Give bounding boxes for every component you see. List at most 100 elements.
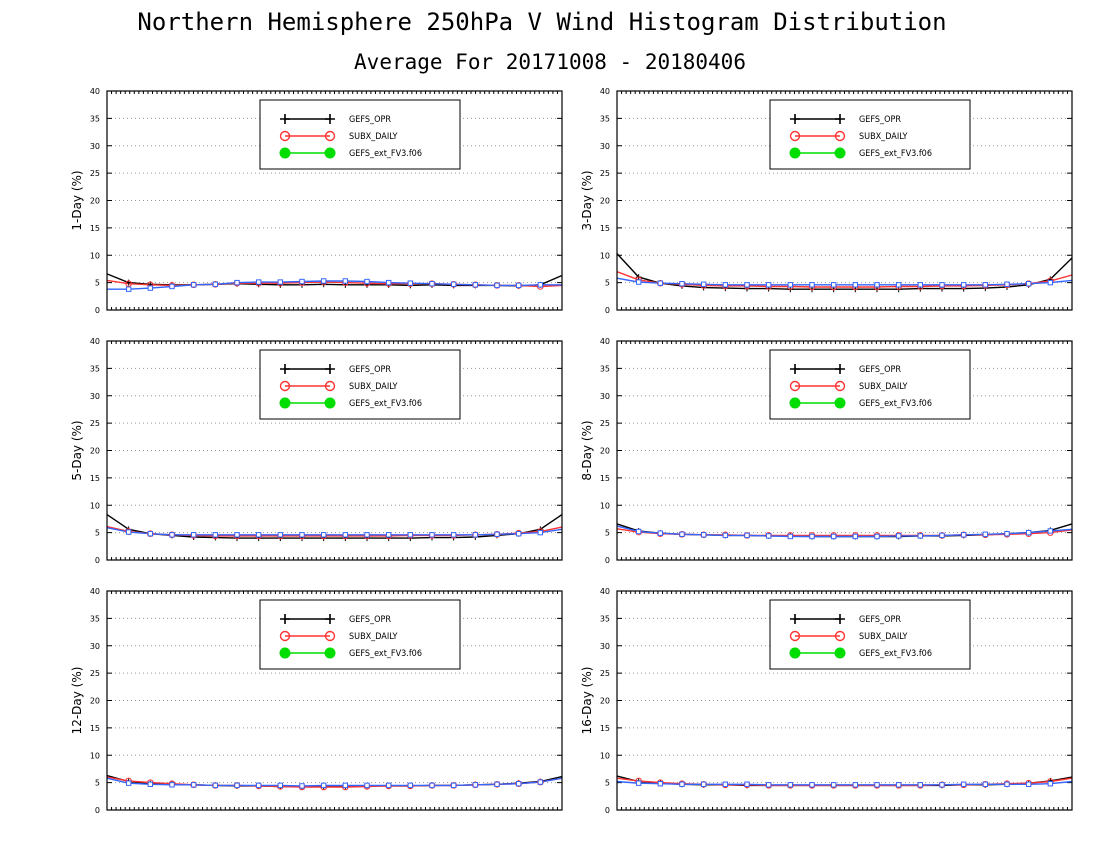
y-tick-label: 35 [90, 364, 100, 373]
y-tick-label: 10 [90, 751, 100, 760]
data-point-GEFS_ext_FV3 [125, 529, 132, 535]
data-point-GEFS_ext_FV3 [1047, 528, 1054, 534]
legend-marker-filled-circle [789, 397, 801, 409]
data-point-GEFS_ext_FV3 [895, 533, 902, 539]
legend-label: GEFS_OPR [349, 115, 391, 125]
y-tick-label: 20 [600, 697, 610, 706]
y-tick-label: 15 [600, 724, 610, 733]
legend-label: GEFS_ext_FV3.f06 [859, 649, 932, 659]
data-point-GEFS_ext_FV3 [147, 781, 154, 787]
y-tick-label: 20 [600, 447, 610, 456]
y-tick-label: 15 [90, 224, 100, 233]
y-tick-label: 35 [90, 614, 100, 623]
data-point-GEFS_ext_FV3 [429, 782, 435, 789]
data-point-GEFS_ext_FV3 [700, 781, 707, 787]
data-point-GEFS_ext_FV3 [809, 533, 815, 540]
legend-marker-open-circle [834, 630, 846, 642]
y-axis-label: 16-Day (%) [580, 667, 594, 735]
legend-label: SUBX_DAILY [859, 382, 908, 392]
data-point-GEFS_ext_FV3 [895, 282, 902, 288]
legend-marker-plus [325, 614, 335, 624]
data-point-GEFS_ext_FV3 [385, 782, 392, 789]
series-line-GEFS_OPR [106, 273, 563, 287]
legend-marker-open-circle [834, 130, 846, 142]
series-line-GEFS_OPR [106, 514, 563, 539]
legend-marker-plus [280, 364, 290, 374]
data-point-GEFS_ext_FV3 [169, 283, 175, 290]
data-point-GEFS_ext_FV3 [320, 532, 327, 538]
data-point-GEFS_ext_FV3 [364, 532, 370, 538]
y-tick-label: 40 [600, 337, 610, 346]
data-point-GEFS_ext_FV3 [255, 782, 262, 789]
y-tick-label: 25 [90, 669, 100, 678]
data-point-GEFS_ext_FV3 [385, 532, 392, 538]
data-point-GEFS_ext_FV3 [657, 280, 664, 286]
legend-marker-filled-circle [324, 647, 336, 659]
data-point-GEFS_ext_FV3 [809, 282, 815, 288]
y-tick-label: 40 [90, 337, 100, 346]
series-line-GEFS_OPR [616, 253, 1073, 290]
data-point-SUBX_DAILY [168, 531, 176, 539]
y-tick-label: 10 [600, 751, 610, 760]
data-point-GEFS_ext_FV3 [364, 782, 370, 789]
data-point-SUBX_DAILY [212, 782, 219, 789]
plot-frame [106, 340, 563, 561]
data-point-GEFS_ext_FV3 [494, 282, 500, 289]
data-point-SUBX_DAILY [450, 782, 457, 789]
data-point-GEFS_ext_FV3 [960, 532, 967, 538]
panel-1: 0 5 10 15 20 25 30 35 40 1-Day (%) GEFS_OPR SUBX_DA… [70, 87, 563, 315]
legend-label: GEFS_OPR [859, 115, 901, 125]
legend-marker-open-circle [324, 380, 336, 392]
data-point-SUBX_DAILY [700, 531, 707, 539]
panel-4: 0 5 10 15 20 25 30 35 40 8-Day (%) GEFS_OPR SUBX_DA… [580, 337, 1073, 565]
y-tick-label: 5 [95, 279, 100, 288]
y-tick-label: 5 [95, 779, 100, 788]
data-point-GEFS_ext_FV3 [657, 781, 664, 787]
y-tick-label: 35 [600, 614, 610, 623]
data-point-SUBX_DAILY [678, 530, 686, 538]
data-point-GEFS_ext_FV3 [917, 282, 924, 288]
panels-group: 0 5 10 15 20 25 30 35 40 1-Day (%) GEFS_OPR SUBX_DA… [70, 87, 1073, 815]
data-point-GEFS_ext_FV3 [1004, 781, 1010, 787]
legend-marker-plus [835, 364, 845, 374]
legend-label: GEFS_ext_FV3.f06 [859, 149, 932, 159]
data-point-GEFS_ext_FV3 [234, 782, 240, 789]
data-point-GEFS_ext_FV3 [299, 278, 305, 285]
y-tick-label: 20 [90, 697, 100, 706]
data-point-GEFS_ext_FV3 [234, 279, 240, 286]
data-point-GEFS_ext_FV3 [635, 279, 642, 285]
data-point-SUBX_DAILY [428, 782, 436, 789]
data-point-SUBX_DAILY [428, 280, 436, 288]
data-point-GEFS_ext_FV3 [1004, 531, 1010, 537]
data-point-SUBX_DAILY [515, 780, 522, 788]
series-line-GEFS_ext_FV3.f06 [616, 780, 1073, 786]
data-point-SUBX_DAILY [147, 530, 154, 538]
figure-title: Northern Hemisphere 250hPa V Wind Histog… [137, 8, 946, 36]
legend-label: GEFS_ext_FV3.f06 [859, 399, 932, 409]
legend-marker-filled-circle [279, 397, 291, 409]
data-point-GEFS_ext_FV3 [255, 279, 262, 285]
y-tick-label: 30 [90, 142, 100, 151]
legend-marker-plus [790, 614, 800, 624]
y-axis-label: 3-Day (%) [580, 170, 594, 230]
legend-label: SUBX_DAILY [859, 132, 908, 142]
data-point-GEFS_ext_FV3 [852, 533, 859, 540]
y-tick-label: 30 [90, 392, 100, 401]
data-point-GEFS_ext_FV3 [320, 278, 327, 284]
panel-6: 0 5 10 15 20 25 30 35 40 16-Day (%) GEFS_OPR SUBX_D… [580, 587, 1073, 815]
plot-frame [616, 340, 1073, 561]
y-tick-label: 40 [90, 587, 100, 596]
series-line-GEFS_ext_FV3.f06 [616, 525, 1073, 538]
legend-marker-filled-circle [789, 647, 801, 659]
data-point-SUBX_DAILY [515, 282, 522, 289]
data-point-GEFS_ext_FV3 [472, 782, 479, 788]
legend-marker-open-circle [324, 130, 336, 142]
data-point-GEFS_ext_FV3 [537, 779, 544, 785]
data-point-GEFS_ext_FV3 [407, 532, 414, 538]
y-tick-label: 0 [95, 556, 100, 565]
data-point-GEFS_ext_FV3 [407, 280, 414, 286]
legend-marker-filled-circle [834, 397, 846, 409]
legend-label: GEFS_OPR [349, 615, 391, 625]
data-point-GEFS_ext_FV3 [657, 530, 664, 536]
legend-box [769, 99, 971, 170]
